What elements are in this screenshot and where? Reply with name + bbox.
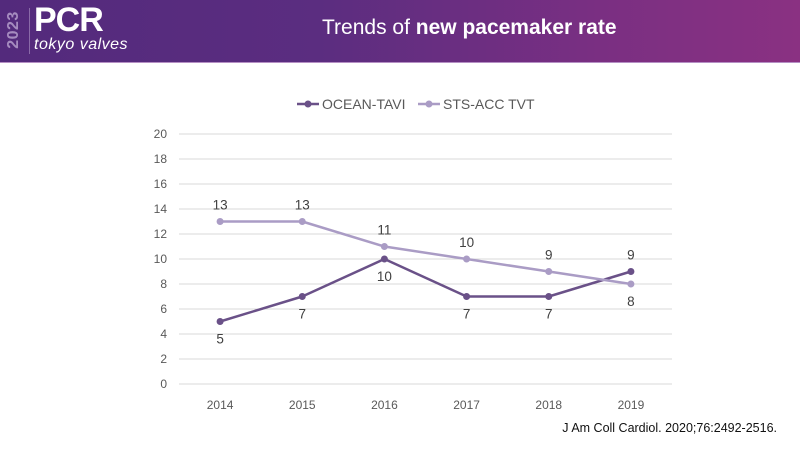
y-tick-label: 10 [154,252,168,266]
y-tick-label: 4 [160,327,167,341]
data-label: 13 [213,198,228,213]
logo-divider [29,8,30,54]
y-tick-label: 8 [160,277,167,291]
data-point [216,218,224,225]
legend-marker-icon [425,100,433,108]
data-point [545,293,553,300]
legend-marker-icon [304,100,312,108]
data-label: 7 [298,307,306,322]
data-label: 7 [545,307,553,322]
data-label: 9 [627,248,635,263]
data-point [463,293,471,300]
header-banner: 2023 PCR tokyo valves Trends of new pace… [0,0,800,63]
x-tick-label: 2016 [371,398,398,412]
y-tick-label: 18 [154,152,168,166]
title-bold: new pacemaker rate [415,16,617,39]
data-point [545,268,553,275]
x-tick-label: 2018 [535,398,562,412]
data-point [627,268,635,275]
data-point [216,318,224,325]
data-label: 5 [216,332,224,347]
x-tick-label: 2015 [289,398,316,412]
x-tick-label: 2017 [453,398,480,412]
data-point [380,255,388,263]
legend-label: STS-ACC TVT [443,96,535,112]
title-prefix: Trends of [322,16,416,39]
data-label: 11 [377,223,391,238]
data-label: 7 [463,307,471,322]
data-label: 8 [627,294,635,309]
series-line-sts-acc-tvt [220,220,632,286]
data-label: 9 [545,248,553,263]
y-tick-label: 14 [154,202,168,216]
data-point [380,243,388,250]
y-tick-label: 12 [154,227,168,241]
y-tick-label: 16 [154,177,168,191]
data-point [463,255,471,263]
y-tick-label: 20 [154,127,168,141]
y-tick-label: 0 [160,377,167,391]
logo-subtitle: tokyo valves [34,36,129,53]
data-label: 13 [295,198,310,213]
x-tick-label: 2014 [207,398,234,412]
data-point [627,280,635,288]
y-tick-label: 6 [160,302,167,316]
page-title: Trends of new pacemaker rate [322,16,617,40]
data-label: 10 [459,235,474,250]
logo-pcr: PCR [34,1,104,39]
data-point [298,218,306,225]
data-point [298,293,306,300]
citation: J Am Coll Cardiol. 2020;76:2492-2516. [562,421,777,435]
series-line-ocean-tavi [219,257,632,323]
y-tick-label: 2 [160,352,167,366]
legend-label: OCEAN-TAVI [322,96,406,112]
data-label: 10 [377,269,392,284]
x-tick-label: 2019 [618,398,645,412]
